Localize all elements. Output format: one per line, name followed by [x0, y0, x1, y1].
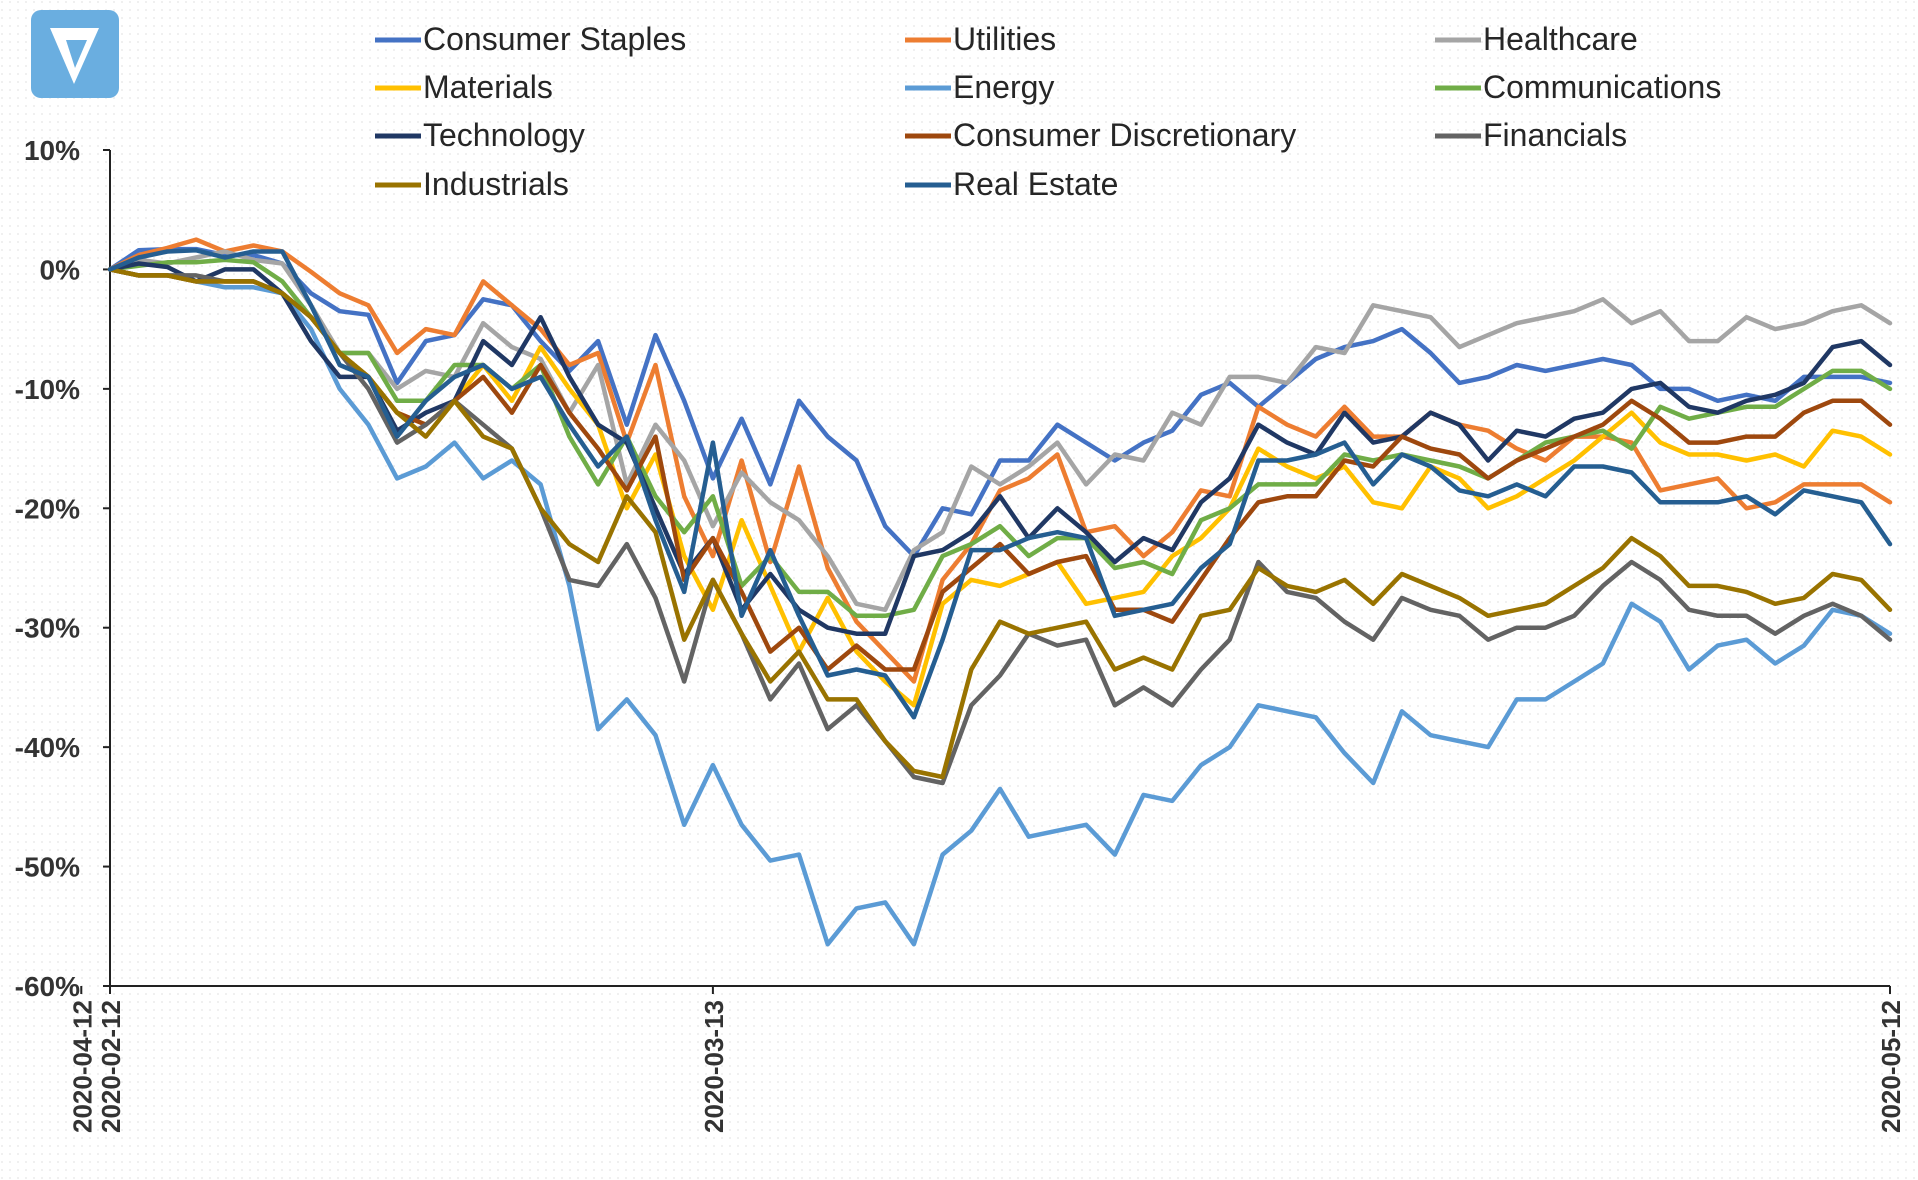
legend-item-financials: Financials: [1435, 117, 1627, 153]
legend-label: Utilities: [953, 21, 1056, 57]
legend-label: Real Estate: [953, 166, 1118, 202]
legend-item-healthcare: Healthcare: [1435, 21, 1638, 57]
legend-label: Industrials: [423, 166, 569, 202]
series-lines: [107, 237, 1893, 947]
y-tick-label: -50%: [15, 852, 80, 883]
y-tick-label: -60%: [15, 971, 80, 1002]
series-line-consumer-discretionary: [107, 267, 1893, 672]
legend-item-materials: Materials: [375, 69, 553, 105]
legend-item-energy: Energy: [905, 69, 1054, 105]
x-tick-label: 2020-05-12: [1876, 1000, 1906, 1133]
series-line-real-estate: [107, 248, 1893, 720]
y-tick-label: -20%: [15, 493, 80, 524]
x-tick-label: 2020-02-12: [96, 1000, 126, 1133]
legend-label: Healthcare: [1483, 21, 1638, 57]
y-tick-label: -40%: [15, 732, 80, 763]
series-line-financials: [107, 267, 1893, 786]
legend-item-industrials: Industrials: [375, 166, 569, 202]
legend-item-communications: Communications: [1435, 69, 1721, 105]
y-axis: 10% 0% -10% -20% -30% -40% -50% -60%: [15, 135, 111, 1002]
y-tick-label: -10%: [15, 374, 80, 405]
legend-label: Materials: [423, 69, 553, 105]
v-brand-logo-cutout: [66, 40, 87, 68]
legend-label: Communications: [1483, 69, 1721, 105]
series-line-consumer-staples: [107, 246, 1893, 559]
series-line-utilities: [107, 237, 1893, 684]
legend-item-consumer-staples: Consumer Staples: [375, 21, 686, 57]
y-tick-label: -30%: [15, 613, 80, 644]
brand-logo: [31, 10, 119, 98]
x-axis: 2020-02-12 2020-03-13 2020-04-12 2020-05-12: [67, 985, 1906, 1133]
legend-item-technology: Technology: [375, 117, 585, 153]
x-tick-label: 2020-03-13: [699, 1000, 729, 1133]
series-line-energy: [107, 267, 1893, 947]
legend-label: Financials: [1483, 117, 1627, 153]
legend-item-real-estate: Real Estate: [905, 166, 1118, 202]
legend-label: Energy: [953, 69, 1054, 105]
series-line-healthcare: [107, 249, 1893, 613]
legend-label: Technology: [423, 117, 585, 153]
x-tick-label: 2020-04-12: [67, 1000, 97, 1133]
series-line-industrials: [107, 267, 1893, 780]
legend-item-consumer-discretionary: Consumer Discretionary: [905, 117, 1296, 153]
legend-item-utilities: Utilities: [905, 21, 1056, 57]
y-tick-label: 0%: [40, 254, 81, 285]
legend-label: Consumer Discretionary: [953, 117, 1296, 153]
legend-label: Consumer Staples: [423, 21, 686, 57]
chart-legend: Consumer Staples Utilities Healthcare Mater…: [375, 21, 1721, 202]
series-line-communications: [107, 257, 1893, 619]
y-tick-label: 10%: [24, 135, 80, 166]
